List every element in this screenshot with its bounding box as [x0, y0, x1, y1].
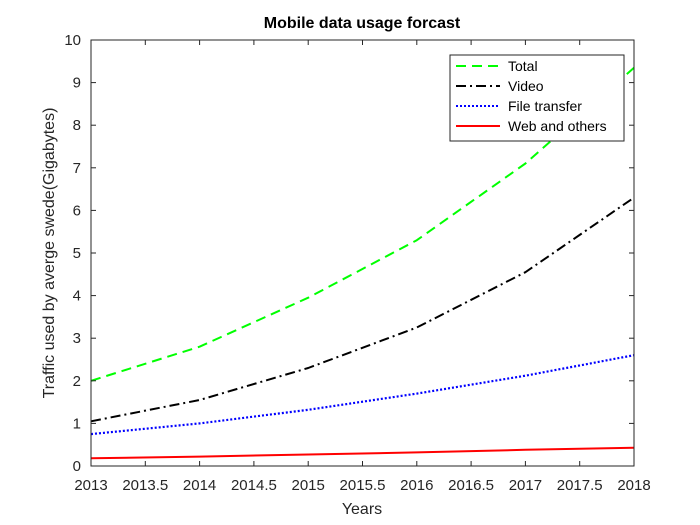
- x-tick-label: 2017: [509, 477, 542, 494]
- x-tick-label: 2016: [400, 477, 433, 494]
- y-tick-label: 1: [73, 415, 81, 432]
- series-layer: [90, 66, 635, 460]
- y-tick-label: 4: [73, 288, 81, 305]
- y-tick-label: 7: [73, 160, 81, 177]
- legend: Total Video File transfer Web and others: [449, 54, 625, 142]
- legend-entry: Total: [508, 58, 538, 74]
- y-tick-label: 3: [73, 330, 81, 347]
- chart-title: Mobile data usage forcast: [264, 15, 461, 32]
- y-tick-label: 10: [64, 32, 81, 49]
- y-tick-label: 5: [73, 245, 81, 262]
- x-tick-label: 2015.5: [340, 477, 386, 494]
- legend-entry: Web and others: [508, 118, 607, 134]
- x-tick-label: 2018: [617, 477, 650, 494]
- x-tick-label: 2017.5: [557, 477, 603, 494]
- series-line-web-and-others: [90, 446, 635, 460]
- y-tick-label: 0: [73, 458, 81, 475]
- x-tick-label: 2016.5: [448, 477, 494, 494]
- series-line-video: [90, 196, 635, 423]
- series-line-file-transfer: [90, 354, 635, 436]
- y-axis: 0 1 2 3 4 5 6 7 8 9 10: [64, 32, 634, 475]
- legend-entry: File transfer: [508, 98, 582, 114]
- x-tick-label: 2014: [183, 477, 216, 494]
- y-axis-label: Traffic used by averge swede(Gigabytes): [41, 108, 58, 399]
- legend-entry: Video: [508, 78, 544, 94]
- y-tick-label: 6: [73, 202, 81, 219]
- x-tick-label: 2014.5: [231, 477, 277, 494]
- y-tick-label: 2: [73, 373, 81, 390]
- x-axis: 2013 2013.5 2014 2014.5 2015 2015.5 2016 2016.5…: [74, 40, 651, 494]
- x-tick-label: 2013.5: [122, 477, 168, 494]
- x-tick-label: 2013: [74, 477, 107, 494]
- series-line-total: [90, 66, 635, 382]
- y-tick-label: 8: [73, 117, 81, 134]
- y-tick-label: 9: [73, 75, 81, 92]
- x-tick-label: 2015: [292, 477, 325, 494]
- x-axis-label: Years: [342, 501, 382, 518]
